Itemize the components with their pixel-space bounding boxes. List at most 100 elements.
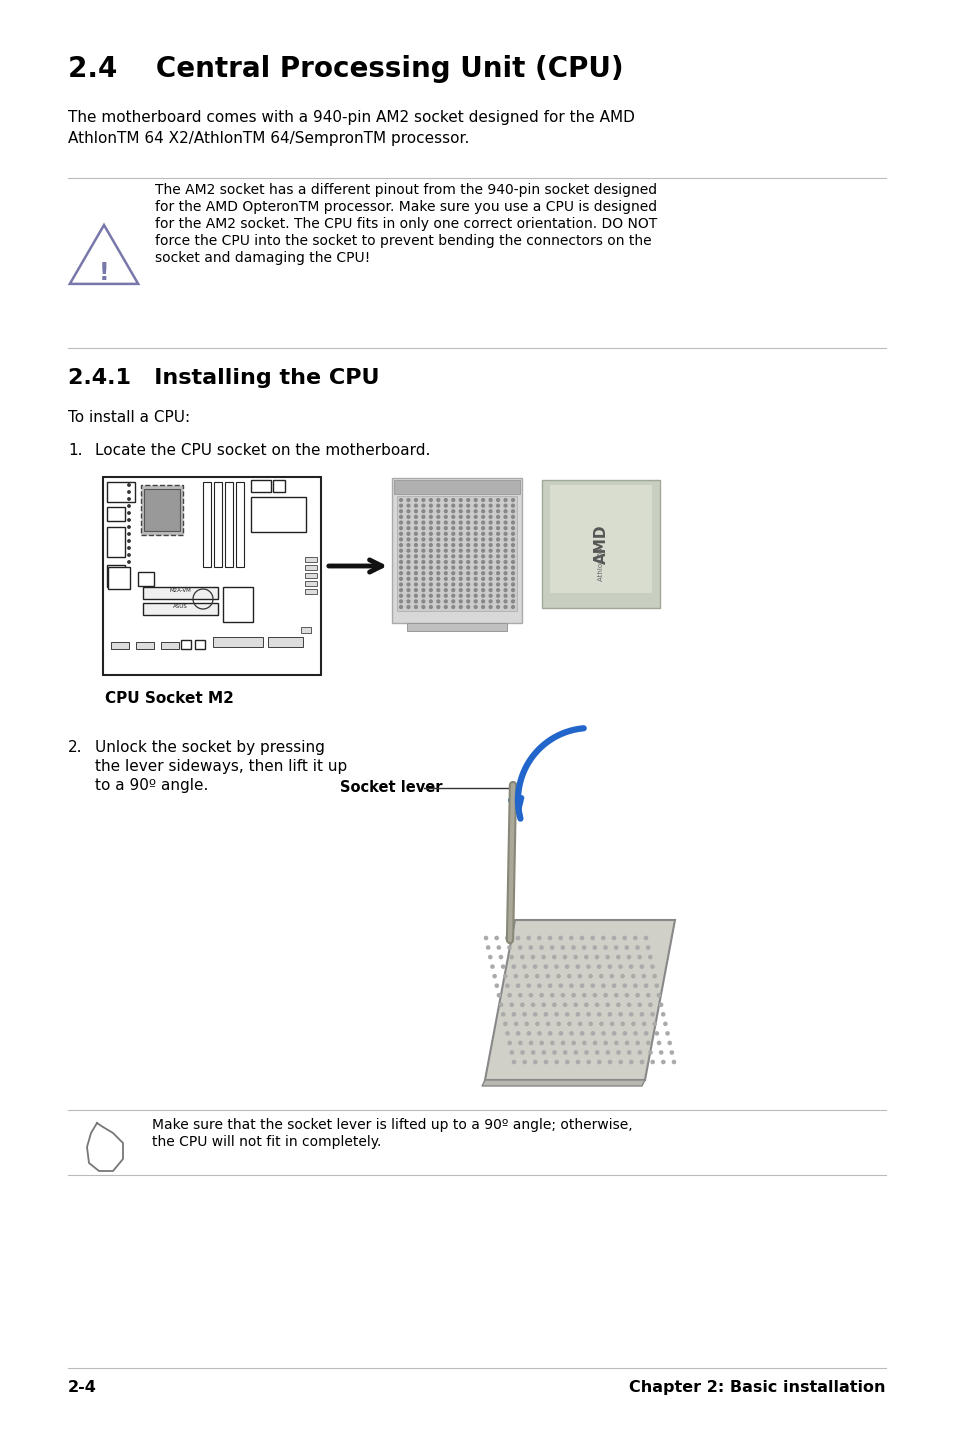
Circle shape xyxy=(128,561,130,564)
Circle shape xyxy=(474,555,476,558)
Circle shape xyxy=(569,936,573,939)
Circle shape xyxy=(497,555,499,558)
Circle shape xyxy=(497,549,499,552)
FancyBboxPatch shape xyxy=(394,480,519,495)
Circle shape xyxy=(503,605,506,608)
Circle shape xyxy=(497,578,499,581)
Circle shape xyxy=(421,544,424,546)
Circle shape xyxy=(511,561,514,564)
Circle shape xyxy=(544,1060,547,1064)
Circle shape xyxy=(128,483,130,486)
Circle shape xyxy=(399,582,402,585)
Circle shape xyxy=(670,1051,673,1054)
FancyBboxPatch shape xyxy=(213,482,222,567)
Circle shape xyxy=(474,532,476,535)
Circle shape xyxy=(488,955,492,959)
Circle shape xyxy=(452,515,455,518)
Circle shape xyxy=(481,567,484,569)
Circle shape xyxy=(452,549,455,552)
Circle shape xyxy=(501,965,504,968)
Circle shape xyxy=(407,594,410,597)
Circle shape xyxy=(529,994,532,997)
Circle shape xyxy=(497,994,500,997)
Circle shape xyxy=(620,1022,623,1025)
Circle shape xyxy=(458,594,461,597)
FancyBboxPatch shape xyxy=(392,477,521,623)
Circle shape xyxy=(661,1012,664,1015)
Circle shape xyxy=(605,1051,609,1054)
Circle shape xyxy=(511,549,514,552)
Text: force the CPU into the socket to prevent bending the connectors on the: force the CPU into the socket to prevent… xyxy=(154,234,651,247)
Circle shape xyxy=(436,567,439,569)
Circle shape xyxy=(128,554,130,557)
Circle shape xyxy=(524,1022,528,1025)
Circle shape xyxy=(452,505,455,508)
Circle shape xyxy=(466,499,469,502)
Circle shape xyxy=(591,936,594,939)
Circle shape xyxy=(421,510,424,513)
Circle shape xyxy=(429,515,432,518)
Circle shape xyxy=(481,532,484,535)
Text: Athlon 64: Athlon 64 xyxy=(598,546,603,581)
Circle shape xyxy=(489,605,492,608)
Circle shape xyxy=(489,549,492,552)
Circle shape xyxy=(565,1012,568,1015)
Circle shape xyxy=(578,975,581,978)
Circle shape xyxy=(489,521,492,523)
Circle shape xyxy=(421,521,424,523)
Circle shape xyxy=(399,515,402,518)
Circle shape xyxy=(503,975,506,978)
Circle shape xyxy=(481,521,484,523)
Circle shape xyxy=(529,946,532,949)
Circle shape xyxy=(481,505,484,508)
Circle shape xyxy=(128,539,130,542)
Circle shape xyxy=(511,605,514,608)
Circle shape xyxy=(481,499,484,502)
FancyBboxPatch shape xyxy=(541,480,659,608)
FancyBboxPatch shape xyxy=(305,590,316,594)
Text: The motherboard comes with a 940-pin AM2 socket designed for the AMD
AthlonTM 64: The motherboard comes with a 940-pin AM2… xyxy=(68,109,634,147)
Circle shape xyxy=(624,994,628,997)
Circle shape xyxy=(474,578,476,581)
Circle shape xyxy=(552,955,556,959)
Circle shape xyxy=(407,555,410,558)
Circle shape xyxy=(497,600,499,603)
FancyBboxPatch shape xyxy=(407,623,506,631)
Circle shape xyxy=(511,538,514,541)
Circle shape xyxy=(421,567,424,569)
Circle shape xyxy=(622,936,625,939)
Circle shape xyxy=(593,946,596,949)
Text: ASUS: ASUS xyxy=(172,604,187,610)
Circle shape xyxy=(644,984,647,988)
Circle shape xyxy=(399,538,402,541)
Circle shape xyxy=(452,521,455,523)
Circle shape xyxy=(558,936,561,939)
Circle shape xyxy=(497,526,499,529)
Text: Socket lever: Socket lever xyxy=(339,781,442,795)
Circle shape xyxy=(444,561,447,564)
Circle shape xyxy=(407,505,410,508)
Circle shape xyxy=(572,994,575,997)
Circle shape xyxy=(444,582,447,585)
Circle shape xyxy=(557,1022,559,1025)
Circle shape xyxy=(489,594,492,597)
Circle shape xyxy=(576,965,578,968)
Circle shape xyxy=(458,521,461,523)
Circle shape xyxy=(474,505,476,508)
Circle shape xyxy=(466,567,469,569)
Circle shape xyxy=(533,1060,537,1064)
Circle shape xyxy=(646,946,649,949)
Circle shape xyxy=(503,532,506,535)
Circle shape xyxy=(501,1012,504,1015)
Circle shape xyxy=(421,588,424,591)
Text: 2-4: 2-4 xyxy=(68,1380,97,1395)
Circle shape xyxy=(563,1051,566,1054)
Circle shape xyxy=(421,526,424,529)
Circle shape xyxy=(497,946,500,949)
Circle shape xyxy=(481,544,484,546)
Circle shape xyxy=(452,532,455,535)
Circle shape xyxy=(458,505,461,508)
Circle shape xyxy=(481,578,484,581)
Text: M2A-VM: M2A-VM xyxy=(169,588,191,592)
Circle shape xyxy=(641,1022,645,1025)
